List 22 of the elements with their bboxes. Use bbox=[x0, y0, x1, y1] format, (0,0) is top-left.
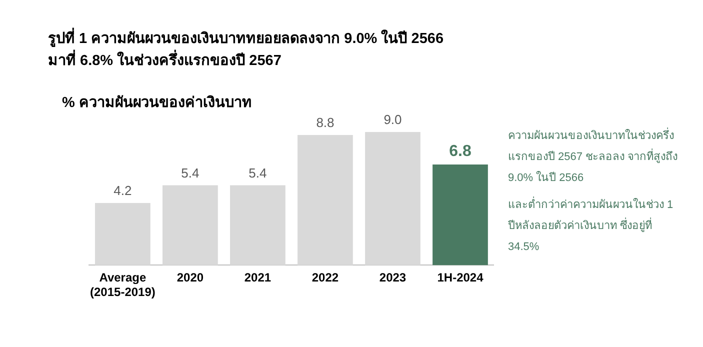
bar bbox=[365, 132, 420, 266]
text: ความผันผวนของเงินบาทในช่วงครึ่งแรกของปี 2567 ชะลอลง จากที่สูงถึง 9.0% ในปี 2566 bbox=[508, 126, 679, 186]
data-label: 9.0 bbox=[384, 112, 402, 128]
x-tick-label: 2023 bbox=[379, 270, 406, 285]
data-label: 5.4 bbox=[181, 165, 200, 180]
chart-subtitle: % ความผันผวนของค่าเงินบาท bbox=[62, 94, 252, 113]
bar bbox=[162, 185, 218, 266]
chart-title: รูปที่ 1 ความผันผวนของเงินบาททยอยลดลงจาก 9.0% ในปี 2566 มาที่ 6.8% ในช่วงครึ่งแรกของปี 2567 bbox=[48, 28, 444, 71]
x-tick-label: Average (2015-2019) bbox=[90, 270, 156, 300]
bar bbox=[95, 203, 150, 266]
x-tick-label: 1H-2024 bbox=[437, 270, 484, 285]
text: และต่ำกว่าค่าความผันผวนในช่วง 1 ปีหลังลอยตัวค่าเงินบาท ซึ่งอยู่ที่ 34.5% bbox=[508, 196, 674, 255]
x-tick-label: 2020 bbox=[176, 270, 204, 285]
data-label: 4.2 bbox=[114, 183, 132, 198]
data-label: 8.8 bbox=[316, 115, 334, 130]
bar bbox=[432, 164, 488, 266]
data-label: 5.4 bbox=[248, 165, 267, 180]
data-label: 6.8 bbox=[449, 142, 472, 160]
bar bbox=[230, 185, 286, 266]
x-tick-label: 2022 bbox=[312, 270, 339, 285]
bar bbox=[298, 134, 353, 266]
x-tick-label: 2021 bbox=[244, 270, 272, 285]
